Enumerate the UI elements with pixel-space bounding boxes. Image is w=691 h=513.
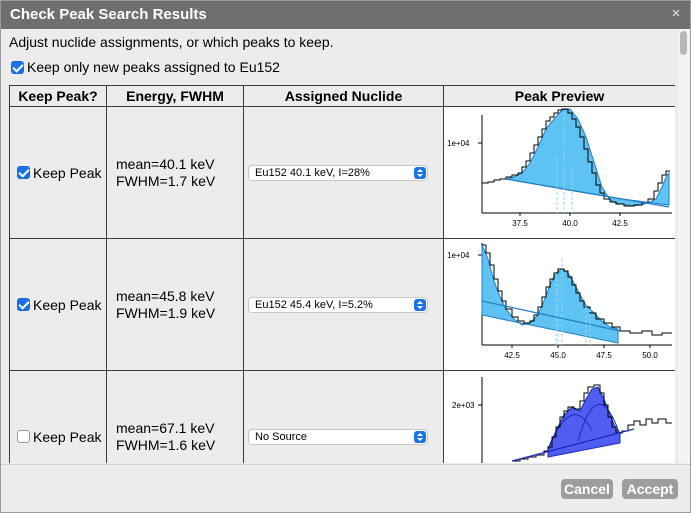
keep-peak-checkbox[interactable] <box>17 166 30 179</box>
energy-cell: mean=40.1 keV FWHM=1.7 keV <box>106 106 244 239</box>
x-tick-label: 42.5 <box>504 351 520 360</box>
nuclide-select-value: No Source <box>255 430 307 443</box>
keep-cell: Keep Peak <box>9 238 107 371</box>
x-tick-label: 50.0 <box>642 351 658 360</box>
nuclide-cell: No Source <box>243 370 444 463</box>
keep-cell: Keep Peak <box>9 370 107 463</box>
x-tick-label: 45.0 <box>550 351 566 360</box>
nuclide-select-value: Eu152 45.4 keV, I=5.2% <box>255 298 373 311</box>
header-peak-preview: Peak Preview <box>443 85 675 107</box>
close-icon[interactable]: × <box>671 5 681 22</box>
energy-cell: mean=67.1 keV FWHM=1.6 keV <box>106 370 244 463</box>
keep-peak-toggle[interactable]: Keep Peak <box>10 165 106 181</box>
peak-preview-cell: 2e+03 <box>443 370 675 463</box>
y-axis-label: 1e+04 <box>447 139 470 148</box>
peak-table-scroll[interactable]: Keep Peak? Energy, FWHM Assigned Nuclide… <box>9 85 675 463</box>
keep-peak-label[interactable]: Keep Peak <box>33 164 102 181</box>
peak-mean: mean=45.8 keV <box>116 287 215 304</box>
title-bar: Check Peak Search Results × <box>1 1 690 29</box>
select-stepper-icon <box>414 298 426 311</box>
keep-new-peaks-row[interactable]: Keep only new peaks assigned to Eu152 <box>11 58 280 76</box>
keep-new-peaks-label[interactable]: Keep only new peaks assigned to Eu152 <box>27 59 280 75</box>
y-axis-label: 1e+04 <box>447 251 470 260</box>
dialog-footer: Cancel Accept <box>1 464 690 512</box>
nuclide-select[interactable]: Eu152 45.4 keV, I=5.2% <box>248 296 428 313</box>
header-energy-fwhm: Energy, FWHM <box>106 85 244 107</box>
instructions-text: Adjust nuclide assignments, or which pea… <box>9 34 334 50</box>
keep-peak-toggle[interactable]: Keep Peak <box>10 297 106 313</box>
x-tick-label: 42.5 <box>612 219 628 228</box>
keep-peak-label[interactable]: Keep Peak <box>33 428 102 445</box>
peak-table: Keep Peak? Energy, FWHM Assigned Nuclide… <box>9 85 675 463</box>
vertical-scrollbar[interactable] <box>678 29 690 463</box>
nuclide-cell: Eu152 40.1 keV, I=28% <box>243 106 444 239</box>
keep-peak-label[interactable]: Keep Peak <box>33 296 102 313</box>
keep-peak-checkbox[interactable] <box>17 298 30 311</box>
table-row: Keep Peak mean=67.1 keV FWHM=1.6 keV No … <box>9 370 675 463</box>
select-stepper-icon <box>414 166 426 179</box>
cancel-button[interactable]: Cancel <box>561 479 613 499</box>
nuclide-select[interactable]: No Source <box>248 428 428 445</box>
peak-fwhm: FWHM=1.9 keV <box>116 304 216 321</box>
table-header-row: Keep Peak? Energy, FWHM Assigned Nuclide… <box>9 85 675 107</box>
header-assigned-nuclide: Assigned Nuclide <box>243 85 444 107</box>
x-tick-label: 47.5 <box>596 351 612 360</box>
table-row: Keep Peak mean=40.1 keV FWHM=1.7 keV Eu1… <box>9 106 675 239</box>
x-tick-label: 37.5 <box>512 219 528 228</box>
keep-peak-toggle[interactable]: Keep Peak <box>10 429 106 445</box>
peak-fwhm: FWHM=1.6 keV <box>116 436 216 453</box>
peak-fwhm: FWHM=1.7 keV <box>116 172 216 189</box>
peak-preview-cell: 1e+04 37.5 40.0 <box>443 106 675 239</box>
peak-preview-chart: 1e+04 <box>447 243 672 360</box>
keep-new-peaks-checkbox[interactable] <box>11 60 24 74</box>
y-axis-label: 2e+03 <box>452 401 475 410</box>
table-row: Keep Peak mean=45.8 keV FWHM=1.9 keV Eu1… <box>9 238 675 371</box>
peak-preview-chart: 2e+03 <box>452 377 672 463</box>
header-keep-peak: Keep Peak? <box>9 85 107 107</box>
nuclide-select-value: Eu152 40.1 keV, I=28% <box>255 166 370 179</box>
accept-button[interactable]: Accept <box>622 479 678 499</box>
energy-cell: mean=45.8 keV FWHM=1.9 keV <box>106 238 244 371</box>
dialog-title: Check Peak Search Results <box>10 6 207 23</box>
peak-preview-chart: 1e+04 37.5 40.0 <box>447 108 672 228</box>
scrollbar-thumb[interactable] <box>680 31 687 55</box>
peak-mean: mean=40.1 keV <box>116 155 215 172</box>
select-stepper-icon <box>414 430 426 443</box>
x-tick-label: 40.0 <box>562 219 578 228</box>
peak-mean: mean=67.1 keV <box>116 419 215 436</box>
peak-preview-cell: 1e+04 <box>443 238 675 371</box>
nuclide-cell: Eu152 45.4 keV, I=5.2% <box>243 238 444 371</box>
nuclide-select[interactable]: Eu152 40.1 keV, I=28% <box>248 164 428 181</box>
keep-cell: Keep Peak <box>9 106 107 239</box>
keep-peak-checkbox[interactable] <box>17 430 30 443</box>
